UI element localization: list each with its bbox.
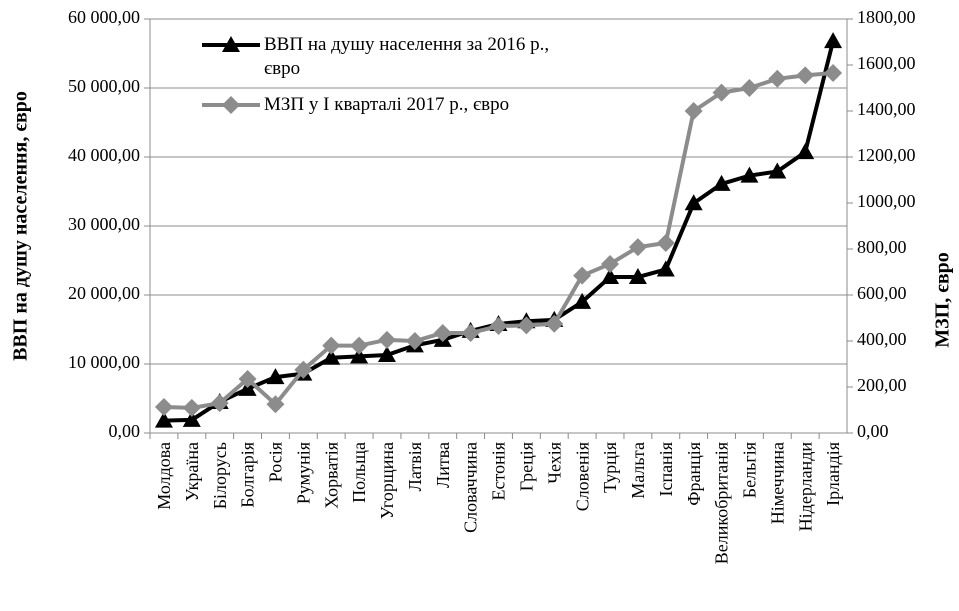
marker	[322, 336, 341, 355]
marker	[684, 102, 703, 120]
marker	[656, 234, 675, 253]
x-tick-label: Греція	[517, 442, 537, 491]
marker	[684, 194, 703, 211]
y2-tick-label: 1000,00	[857, 191, 916, 211]
y2-tick-label: 1600,00	[857, 53, 916, 73]
x-tick-label: Бельгія	[740, 442, 760, 498]
legend-swatch	[202, 96, 260, 114]
marker	[377, 346, 396, 363]
y-tick-label: 60 000,00	[68, 7, 140, 27]
y-tick-label: 10 000,00	[68, 352, 140, 372]
marker	[461, 323, 480, 342]
x-tick-label: Словаччина	[461, 442, 481, 533]
x-tick-label: Польща	[349, 442, 369, 503]
y-tick-label: 20 000,00	[68, 283, 140, 303]
y2-tick-label: 200,00	[857, 375, 907, 395]
marker	[601, 254, 620, 273]
legend-item: ВВП на душу населення за 2016 р., євро	[198, 33, 568, 81]
x-tick-label: Болгарія	[238, 442, 258, 508]
y-tick-label: 50 000,00	[68, 76, 140, 96]
marker	[266, 395, 285, 414]
marker	[154, 411, 173, 428]
legend-label: МЗП у І кварталі 2017 р., євро	[264, 94, 510, 115]
marker	[489, 317, 508, 336]
x-tick-label: Румунія	[293, 442, 313, 504]
marker	[222, 96, 240, 114]
marker	[768, 69, 787, 88]
x-tick-label: Литва	[433, 442, 453, 488]
marker	[796, 143, 815, 160]
marker	[350, 336, 369, 355]
x-tick-label: Україна	[182, 442, 202, 502]
marker	[712, 83, 731, 102]
y2-tick-label: 1400,00	[857, 99, 916, 119]
marker	[182, 410, 201, 427]
y-axis-label: ВВП на душу населення, євро	[10, 91, 32, 361]
marker	[182, 398, 201, 417]
marker	[545, 314, 564, 333]
marker	[266, 368, 285, 385]
series-line	[163, 71, 834, 410]
x-tick-label: Хорватія	[321, 442, 341, 509]
marker	[768, 162, 787, 179]
marker	[796, 66, 815, 85]
marker	[573, 266, 592, 285]
x-tick-label: Мальта	[628, 442, 648, 499]
marker	[405, 332, 424, 350]
y-tick-label: 0,00	[109, 421, 141, 441]
marker	[824, 64, 843, 83]
marker	[628, 268, 647, 285]
marker	[656, 260, 675, 277]
x-tick-label: Іспанія	[656, 442, 676, 497]
legend-swatch	[202, 36, 260, 52]
y2-tick-label: 600,00	[857, 283, 907, 303]
y2-tick-label: 400,00	[857, 329, 907, 349]
marker	[322, 348, 341, 365]
x-tick-label: Росія	[266, 442, 286, 482]
marker	[601, 268, 620, 285]
x-tick-label: Франція	[684, 442, 704, 506]
y2-tick-label: 1200,00	[857, 145, 916, 165]
y2-tick-label: 1800,00	[857, 7, 916, 27]
y-tick-label: 40 000,00	[68, 145, 140, 165]
marker	[433, 323, 452, 342]
x-tick-label: Чехія	[544, 442, 564, 484]
marker	[712, 174, 731, 191]
marker	[517, 316, 536, 335]
x-tick-label: Турція	[600, 442, 620, 493]
marker	[238, 369, 257, 388]
x-tick-label: Угорщина	[377, 442, 397, 519]
y2-tick-label: 0,00	[857, 421, 889, 441]
marker	[740, 166, 759, 183]
marker	[350, 347, 369, 364]
y2-tick-label: 800,00	[857, 237, 907, 257]
y-tick-label: 30 000,00	[68, 214, 140, 234]
marker	[154, 398, 173, 417]
y2-axis-label: МЗП, євро	[932, 252, 954, 348]
marker	[210, 394, 229, 413]
x-tick-label: Білорусь	[210, 442, 230, 509]
x-tick-label: Молдова	[154, 442, 174, 510]
legend-item: МЗП у І кварталі 2017 р., євро	[198, 93, 568, 117]
x-tick-label: Нідерланди	[795, 442, 815, 532]
x-tick-label: Німеччина	[767, 442, 787, 524]
x-tick-label: Латвія	[405, 442, 425, 491]
x-tick-label: Ірландія	[823, 442, 843, 506]
marker	[377, 330, 396, 349]
marker	[740, 79, 759, 97]
x-tick-label: Великобританія	[712, 442, 732, 564]
marker	[628, 238, 647, 257]
marker	[222, 36, 240, 52]
marker	[824, 32, 843, 49]
x-tick-label: Естонія	[489, 442, 509, 501]
legend-label: ВВП на душу населення за 2016 р., євро	[264, 34, 550, 79]
marker	[573, 292, 592, 309]
x-tick-label: Словенія	[572, 442, 592, 511]
marker	[294, 360, 313, 379]
